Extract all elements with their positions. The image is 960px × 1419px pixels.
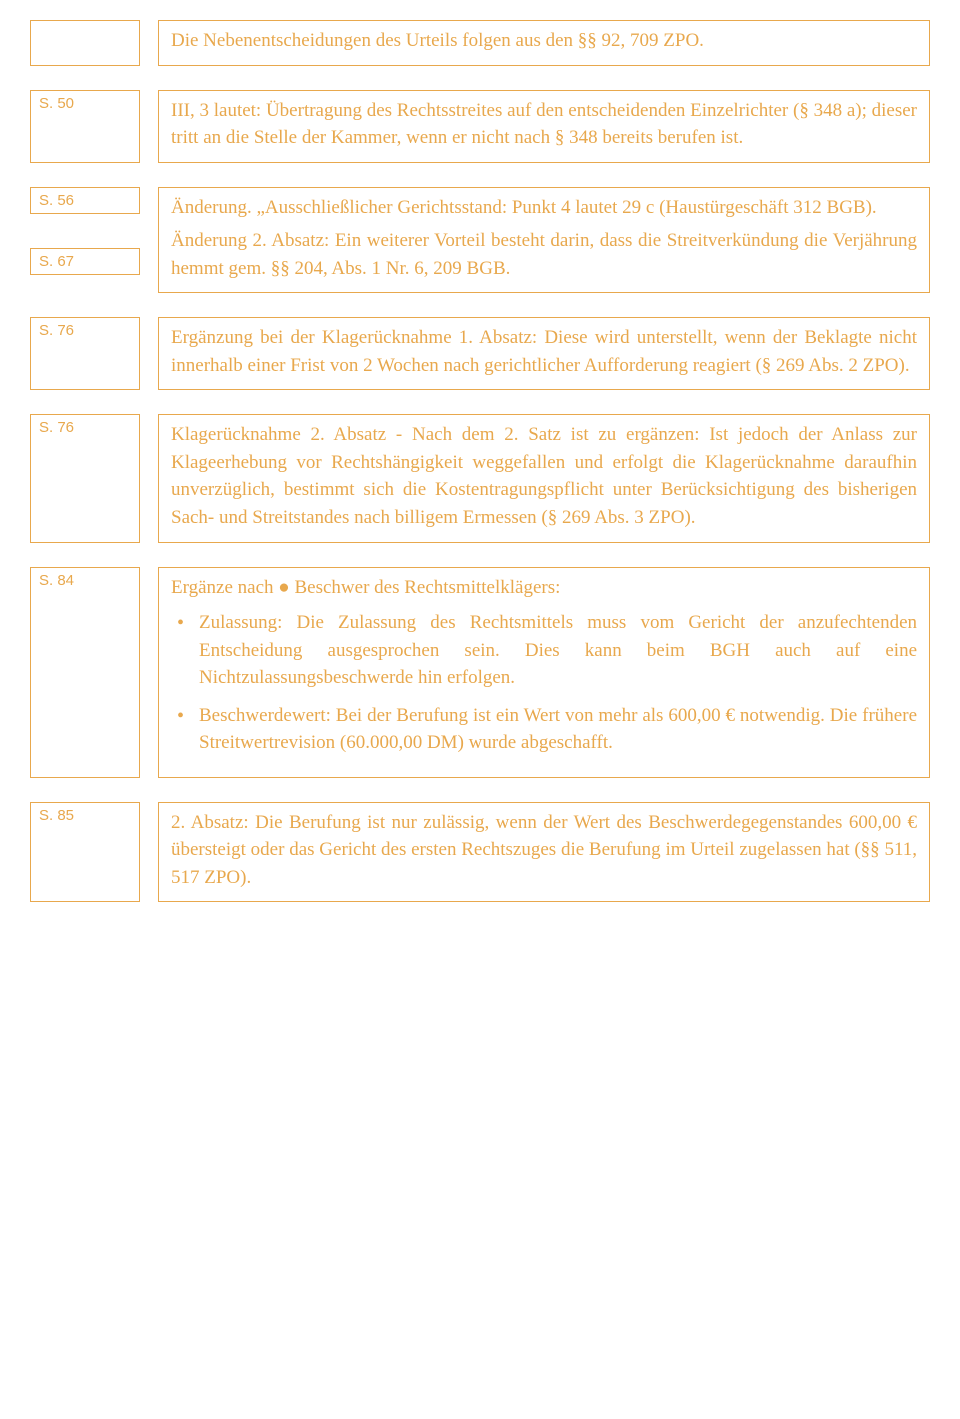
entry-row: S. 50 III, 3 lautet: Übertragung des Rec…	[30, 90, 930, 163]
gap	[140, 802, 158, 903]
bullet-item: Beschwerdewert: Bei der Berufung ist ein…	[199, 702, 917, 757]
document-page: Die Nebenentscheidungen des Urteils folg…	[0, 0, 960, 966]
entry-row: S. 85 2. Absatz: Die Berufung ist nur zu…	[30, 802, 930, 903]
content-box: Ergänzung bei der Klagerücknahme 1. Absa…	[158, 317, 930, 390]
label-text: S. 85	[39, 807, 74, 824]
gap	[140, 20, 158, 66]
gap	[140, 567, 158, 778]
page-label: S. 56	[30, 187, 140, 214]
label-column: S. 56 S. 67	[30, 187, 140, 294]
page-label: S. 85	[30, 802, 140, 903]
page-label: S. 76	[30, 414, 140, 542]
content-box: III, 3 lautet: Übertragung des Rechtsstr…	[158, 90, 930, 163]
label-text: S. 67	[39, 253, 74, 270]
entry-row: Die Nebenentscheidungen des Urteils folg…	[30, 20, 930, 66]
gap	[140, 90, 158, 163]
page-label	[30, 20, 140, 66]
gap	[140, 317, 158, 390]
label-text: S. 76	[39, 419, 74, 436]
content-box: 2. Absatz: Die Berufung ist nur zulässig…	[158, 802, 930, 903]
content-box: Klagerücknahme 2. Absatz - Nach dem 2. S…	[158, 414, 930, 542]
gap	[140, 414, 158, 542]
page-label: S. 76	[30, 317, 140, 390]
label-text: S. 76	[39, 322, 74, 339]
content-box: Ergänze nach ● Beschwer des Rechtsmittel…	[158, 567, 930, 778]
content-text: Änderung. „Ausschließlicher Gerichtsstan…	[171, 194, 917, 222]
page-label: S. 84	[30, 567, 140, 778]
content-text: Änderung 2. Absatz: Ein weiterer Vorteil…	[171, 227, 917, 282]
page-label: S. 50	[30, 90, 140, 163]
entry-row: S. 76 Klagerücknahme 2. Absatz - Nach de…	[30, 414, 930, 542]
gap	[140, 187, 158, 294]
bullet-list: Zulassung: Die Zulassung des Rechtsmitte…	[171, 609, 917, 757]
content-text: Die Nebenentscheidungen des Urteils folg…	[171, 27, 917, 55]
content-text: Ergänzung bei der Klagerücknahme 1. Absa…	[171, 324, 917, 379]
content-intro: Ergänze nach ● Beschwer des Rechtsmittel…	[171, 574, 917, 602]
content-text: Klagerücknahme 2. Absatz - Nach dem 2. S…	[171, 421, 917, 531]
bullet-item: Zulassung: Die Zulassung des Rechtsmitte…	[199, 609, 917, 692]
entry-row: S. 84 Ergänze nach ● Beschwer des Rechts…	[30, 567, 930, 778]
content-box: Die Nebenentscheidungen des Urteils folg…	[158, 20, 930, 66]
page-label: S. 67	[30, 248, 140, 275]
content-text: III, 3 lautet: Übertragung des Rechtsstr…	[171, 97, 917, 152]
entry-row: S. 76 Ergänzung bei der Klagerücknahme 1…	[30, 317, 930, 390]
entry-row: S. 56 S. 67 Änderung. „Ausschließlicher …	[30, 187, 930, 294]
label-text: S. 84	[39, 572, 74, 589]
label-text: S. 56	[39, 192, 74, 209]
label-text: S. 50	[39, 95, 74, 112]
content-box: Änderung. „Ausschließlicher Gerichtsstan…	[158, 187, 930, 294]
content-text: 2. Absatz: Die Berufung ist nur zulässig…	[171, 809, 917, 892]
